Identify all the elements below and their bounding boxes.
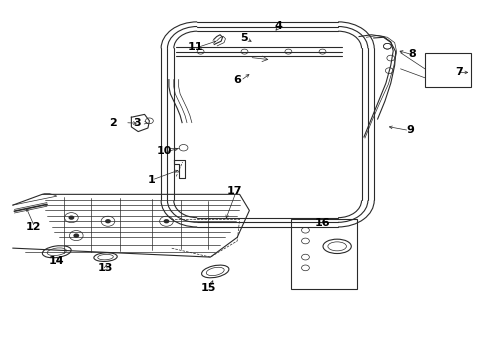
Text: 9: 9 — [406, 125, 413, 135]
Text: 13: 13 — [98, 263, 113, 273]
Circle shape — [68, 216, 74, 220]
Text: 4: 4 — [274, 21, 282, 31]
Text: 5: 5 — [240, 33, 248, 43]
Text: 8: 8 — [408, 49, 416, 59]
Text: 2: 2 — [109, 118, 117, 128]
Text: 7: 7 — [454, 67, 462, 77]
Text: 6: 6 — [233, 75, 241, 85]
Text: 12: 12 — [26, 222, 41, 231]
Bar — [424, 53, 470, 87]
Text: 16: 16 — [314, 218, 330, 228]
Text: 14: 14 — [49, 256, 64, 266]
Text: 15: 15 — [200, 283, 215, 293]
Circle shape — [105, 219, 111, 224]
Circle shape — [73, 233, 79, 238]
Text: 17: 17 — [226, 186, 242, 196]
Text: 3: 3 — [133, 118, 141, 128]
Bar — [290, 220, 356, 289]
Text: 1: 1 — [148, 175, 155, 185]
Text: 10: 10 — [156, 146, 171, 156]
Circle shape — [163, 219, 169, 224]
Text: 11: 11 — [187, 42, 203, 52]
